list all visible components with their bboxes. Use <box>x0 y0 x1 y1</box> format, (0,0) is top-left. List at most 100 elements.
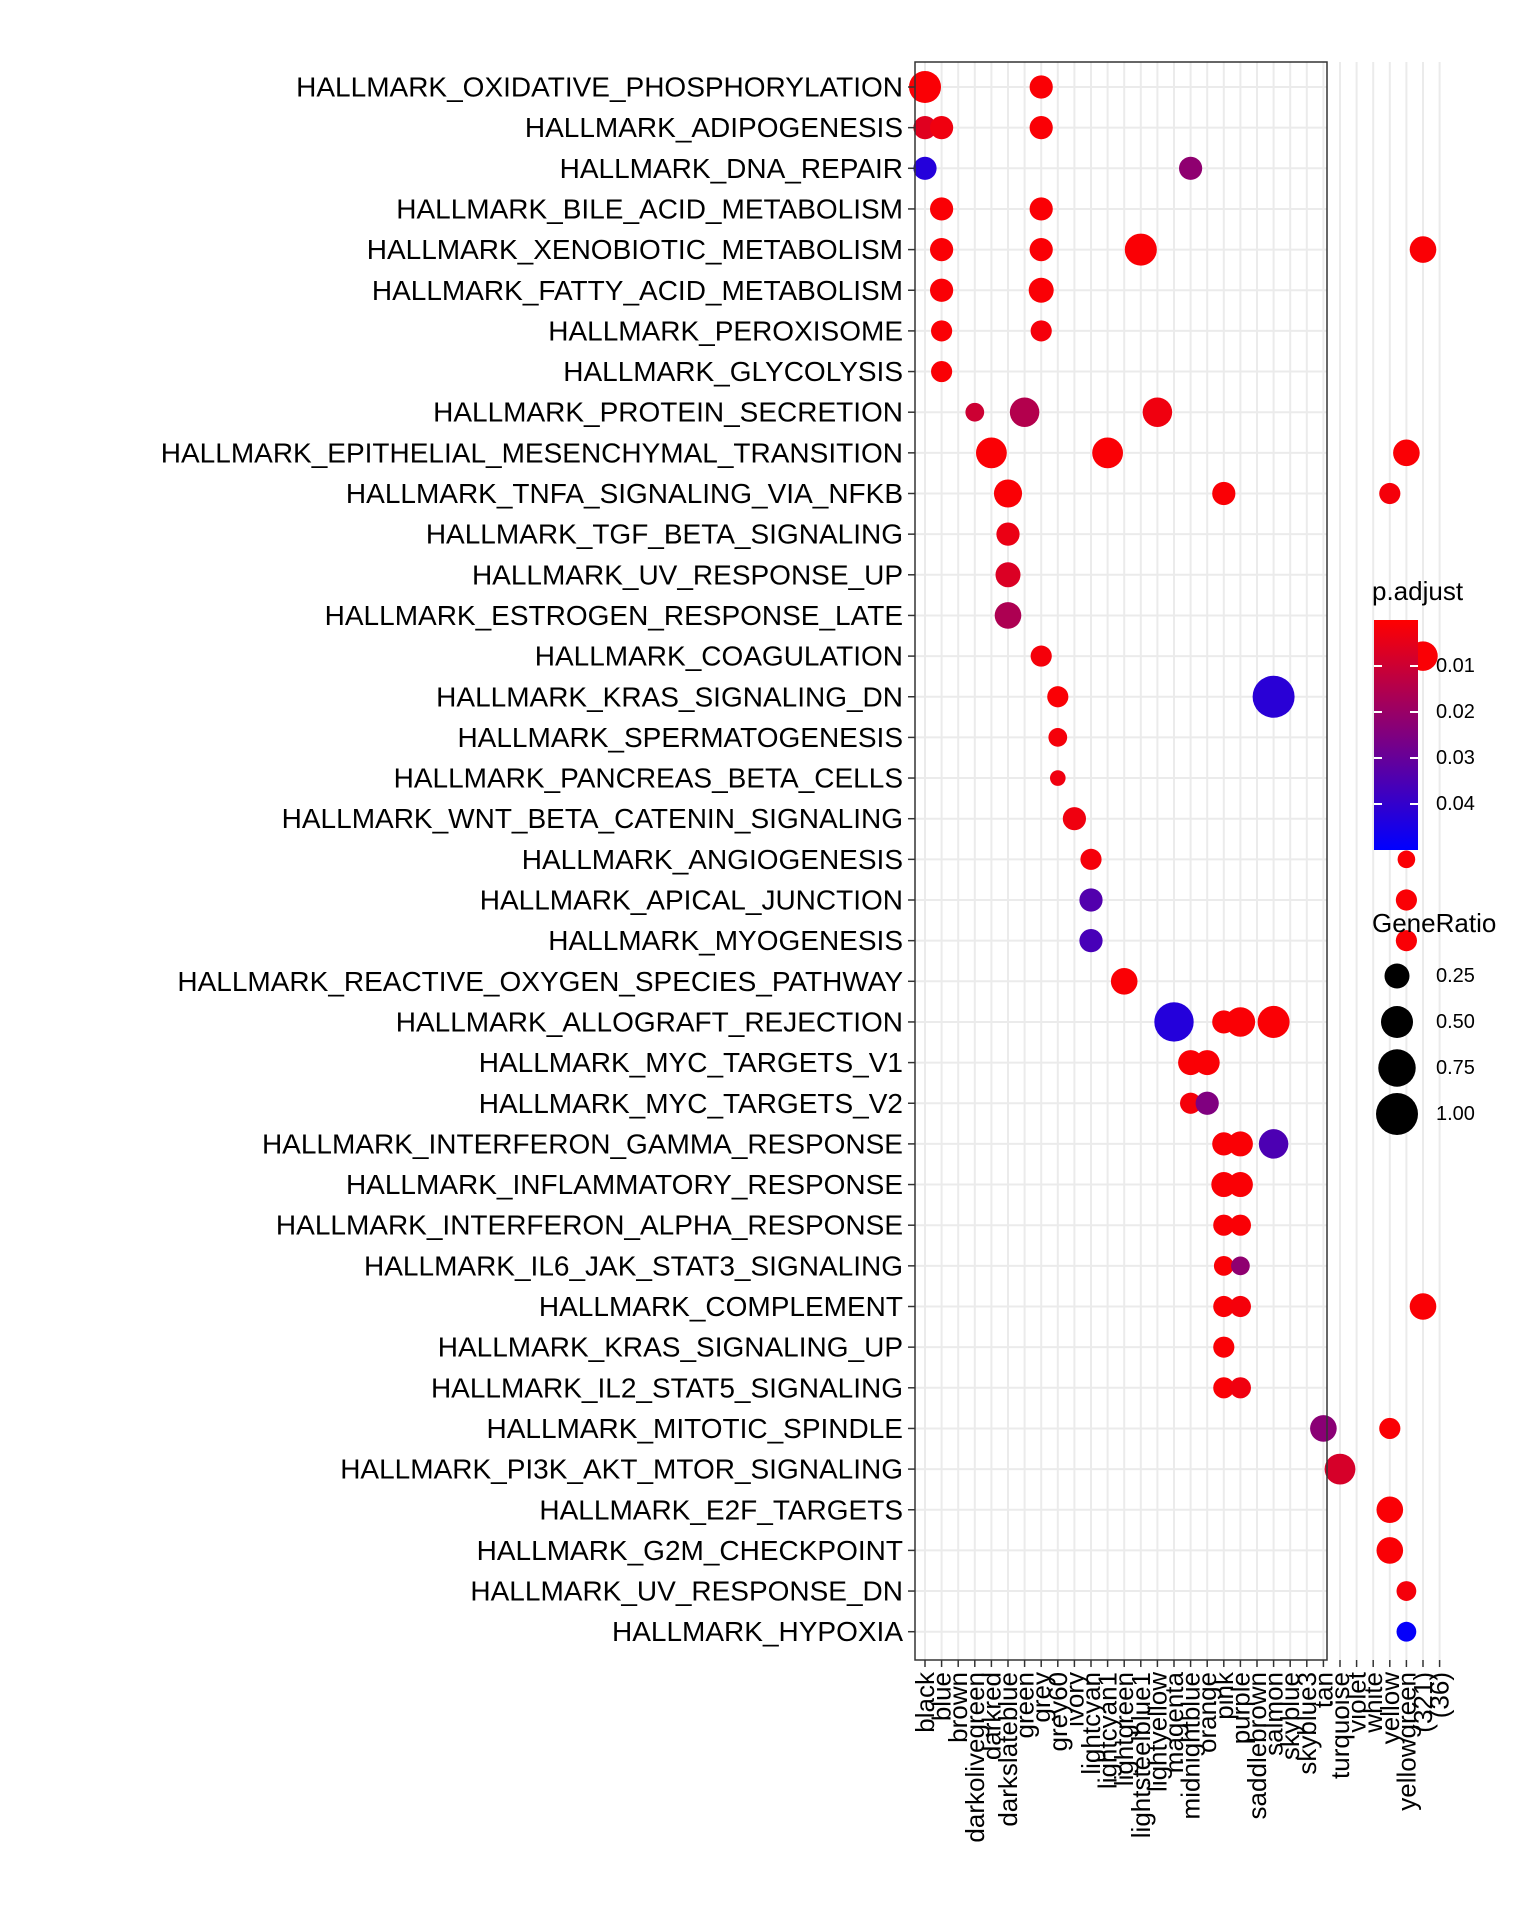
y-tick-label: HALLMARK_BILE_ACID_METABOLISM <box>396 193 903 224</box>
x-tick-label: ivory <box>1059 1672 1089 1727</box>
y-tick-label: HALLMARK_ESTROGEN_RESPONSE_LATE <box>325 600 903 631</box>
x-tick-label: salmon <box>1259 1672 1289 1756</box>
size-legend-dot <box>1376 1093 1418 1135</box>
data-point <box>929 197 954 221</box>
data-point <box>1178 156 1203 180</box>
data-point <box>1029 197 1053 221</box>
x-tick-label: skyblue3 <box>1292 1672 1322 1775</box>
data-point <box>1231 1256 1250 1276</box>
y-tick-label: HALLMARK_TGF_BETA_SIGNALING <box>426 519 903 550</box>
y-tick-label: HALLMARK_INTERFERON_ALPHA_RESPONSE <box>276 1210 903 1241</box>
size-legend-label: 0.75 <box>1436 1057 1475 1079</box>
data-point <box>1047 686 1069 708</box>
y-tick-label: HALLMARK_MYC_TARGETS_V1 <box>479 1047 903 1078</box>
y-tick-label: HALLMARK_INTERFERON_GAMMA_RESPONSE <box>262 1128 903 1159</box>
y-tick-label: HALLMARK_ANGIOGENESIS <box>522 844 903 875</box>
data-point <box>1030 320 1052 342</box>
data-point <box>1227 1131 1253 1157</box>
y-tick-label: HALLMARK_MYC_TARGETS_V2 <box>479 1088 903 1119</box>
color-legend: p.adjust 0.01 0.02 0.03 0.04 <box>1372 576 1475 850</box>
size-legend-label: 0.25 <box>1436 965 1475 987</box>
data-point <box>929 278 954 302</box>
y-tick-label: HALLMARK_PROTEIN_SECRETION <box>433 397 903 428</box>
data-point <box>1212 481 1236 506</box>
x-tick-label: black <box>910 1671 940 1733</box>
x-tick-label: purple <box>1225 1672 1255 1744</box>
x-tick-label: lightsteelblue1 <box>1126 1672 1156 1838</box>
y-tick-label: HALLMARK_WNT_BETA_CATENIN_SIGNALING <box>282 803 903 834</box>
data-point <box>1229 1377 1251 1399</box>
y-tick-label: HALLMARK_PI3K_AKT_MTOR_SIGNALING <box>340 1454 903 1485</box>
data-point <box>1379 1417 1401 1440</box>
data-point <box>1213 1255 1234 1276</box>
color-tick-label: 0.03 <box>1436 747 1475 769</box>
data-point <box>1124 233 1157 266</box>
data-point <box>931 320 953 342</box>
y-tick-label: HALLMARK_FATTY_ACID_METABOLISM <box>372 275 903 306</box>
data-point <box>1258 1129 1289 1159</box>
data-point <box>996 522 1020 546</box>
y-tick-label: HALLMARK_KRAS_SIGNALING_DN <box>436 681 903 712</box>
y-tick-label: HALLMARK_HYPOXIA <box>612 1616 903 1647</box>
x-tick-label: tan <box>1308 1672 1338 1708</box>
x-tick-label: pink <box>1209 1671 1239 1720</box>
data-point <box>1376 1537 1404 1564</box>
x-tick-label: brown <box>943 1672 973 1743</box>
color-tick-label: 0.02 <box>1436 701 1475 723</box>
data-point <box>1395 930 1417 952</box>
data-point <box>1379 482 1401 505</box>
color-legend-ticks: 0.01 0.02 0.03 0.04 <box>1374 655 1475 815</box>
data-point <box>1180 1092 1202 1114</box>
y-tick-label: HALLMARK_MYOGENESIS <box>548 925 903 956</box>
data-point <box>975 437 1007 469</box>
size-legend-title: GeneRatio <box>1372 908 1496 938</box>
x-tick-label: grey60 <box>1043 1672 1073 1752</box>
size-legend-items: 0.25 0.50 0.75 1.00 <box>1376 963 1475 1135</box>
x-tick-label: lightcyan <box>1076 1672 1106 1775</box>
y-tick-label: HALLMARK_G2M_CHECKPOINT <box>477 1535 903 1566</box>
x-tick-label: grey <box>1026 1672 1056 1723</box>
data-point <box>1049 770 1066 786</box>
size-legend-dot <box>1384 963 1410 989</box>
data-point <box>993 479 1023 508</box>
data-point <box>913 156 937 180</box>
x-tick-label: lightgreen <box>1109 1672 1139 1786</box>
data-point <box>1009 397 1040 427</box>
x-tick-label: saddlebrown <box>1242 1672 1272 1819</box>
y-tick-label: HALLMARK_UV_RESPONSE_DN <box>470 1576 903 1607</box>
data-point <box>1195 1091 1219 1115</box>
data-point <box>965 402 985 422</box>
y-tick-label: HALLMARK_EPITHELIAL_MESENCHYMAL_TRANSITI… <box>161 437 903 468</box>
data-point <box>1110 967 1138 995</box>
data-point <box>1062 807 1087 831</box>
y-tick-label: HALLMARK_INFLAMMATORY_RESPONSE <box>346 1169 903 1200</box>
x-tick-label: skyblue <box>1275 1672 1305 1760</box>
data-point <box>1213 1295 1235 1318</box>
data-point <box>1257 1005 1290 1038</box>
x-tick-label: midnightblue <box>1176 1672 1206 1819</box>
data-point <box>1396 1581 1417 1601</box>
data-point <box>1213 1336 1235 1358</box>
data-point <box>1029 75 1053 99</box>
y-tick-label: HALLMARK_REACTIVE_OXYGEN_SPECIES_PATHWAY <box>177 966 903 997</box>
data-point <box>1310 1415 1337 1442</box>
y-tick-label: HALLMARK_COMPLEMENT <box>539 1291 903 1322</box>
data-point <box>1079 929 1103 953</box>
color-legend-title: p.adjust <box>1372 576 1464 606</box>
data-point <box>994 602 1022 629</box>
data-point <box>1409 1293 1437 1320</box>
x-tick-label: lightcyan1 <box>1093 1672 1123 1789</box>
x-tick-label: orange <box>1192 1672 1222 1753</box>
data-point <box>1393 439 1420 467</box>
data-point <box>1324 1453 1356 1485</box>
data-point <box>1154 1002 1194 1042</box>
y-tick-label: HALLMARK_E2F_TARGETS <box>539 1494 903 1525</box>
data-point <box>1213 1214 1235 1236</box>
data-point <box>931 360 953 383</box>
color-tick-label: 0.04 <box>1436 793 1475 815</box>
size-legend-dot <box>1380 1005 1414 1039</box>
data-point <box>913 116 937 140</box>
y-tick-label: HALLMARK_APICAL_JUNCTION <box>480 885 903 916</box>
data-point <box>1029 237 1053 262</box>
x-tick-label: (36) <box>1425 1672 1455 1718</box>
